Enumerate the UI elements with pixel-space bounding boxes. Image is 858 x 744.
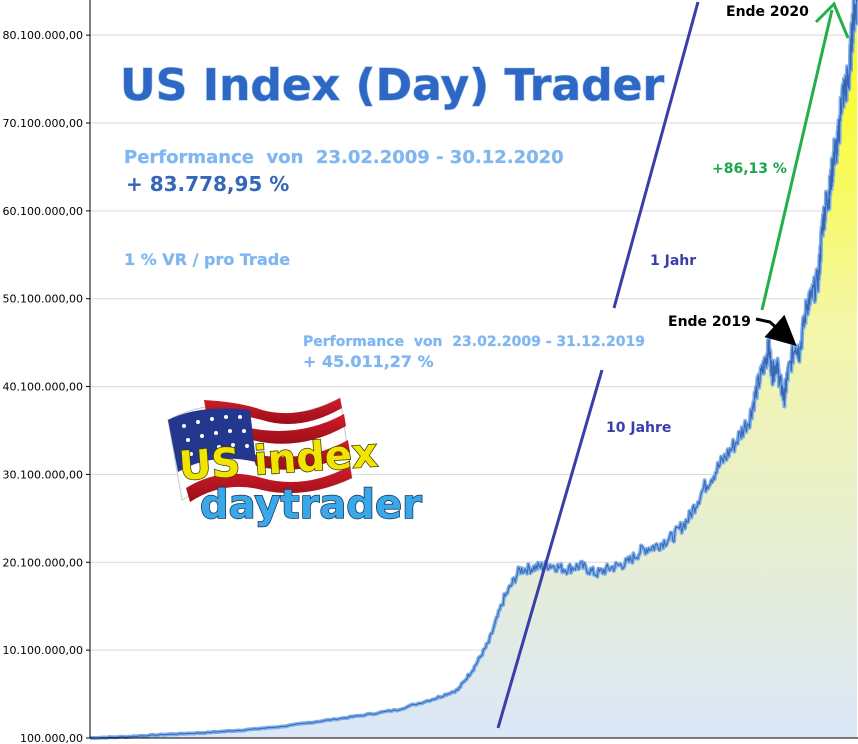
performance-2019-value: + 45.011,27 %	[303, 352, 434, 371]
y-tick-label: 80.100.000,00	[3, 29, 83, 42]
trend-line-1-year	[612, 1, 700, 309]
performance-total-value: + 83.778,95 %	[126, 172, 289, 196]
trend-line-10-years	[496, 369, 604, 729]
y-tick-label: 70.100.000,00	[3, 117, 83, 130]
y-tick-label: 10.100.000,00	[3, 644, 83, 657]
y-tick-label: 30.100.000,00	[3, 468, 83, 481]
equity-line-inner	[89, 0, 858, 739]
arrow-ende-2019	[755, 314, 797, 347]
arrow-gain-2020-head	[814, 1, 850, 39]
y-axis-ticks: 100.000,00 10.100.000,00 20.100.000,00 30.1…	[3, 29, 90, 744]
y-tick-label: 50.100.000,00	[3, 293, 83, 306]
y-tick-label: 100.000,00	[20, 732, 83, 744]
label-10-jahre: 10 Jahre	[606, 420, 671, 436]
y-tick-label: 60.100.000,00	[3, 205, 83, 218]
label-ende-2020: Ende 2020	[726, 4, 809, 20]
logo-line-2: daytrader	[200, 482, 422, 528]
chart-title: US Index (Day) Trader	[120, 60, 664, 111]
risk-label: 1 % VR / pro Trade	[124, 250, 290, 269]
y-tick-label: 20.100.000,00	[3, 556, 83, 569]
performance-total-label: Performance von 23.02.2009 - 30.12.2020	[124, 147, 564, 168]
label-gain-2020: +86,13 %	[712, 161, 787, 177]
performance-2019-label: Performance von 23.02.2009 - 31.12.2019	[303, 334, 645, 350]
label-1-jahr: 1 Jahr	[650, 253, 696, 269]
label-ende-2019: Ende 2019	[668, 314, 751, 330]
equity-area	[90, 0, 857, 738]
y-tick-label: 40.100.000,00	[3, 381, 83, 394]
us-flag-icon	[167, 397, 353, 502]
us-index-daytrader-logo: US index daytrader	[167, 397, 423, 529]
arrow-gain-2020	[760, 9, 834, 311]
